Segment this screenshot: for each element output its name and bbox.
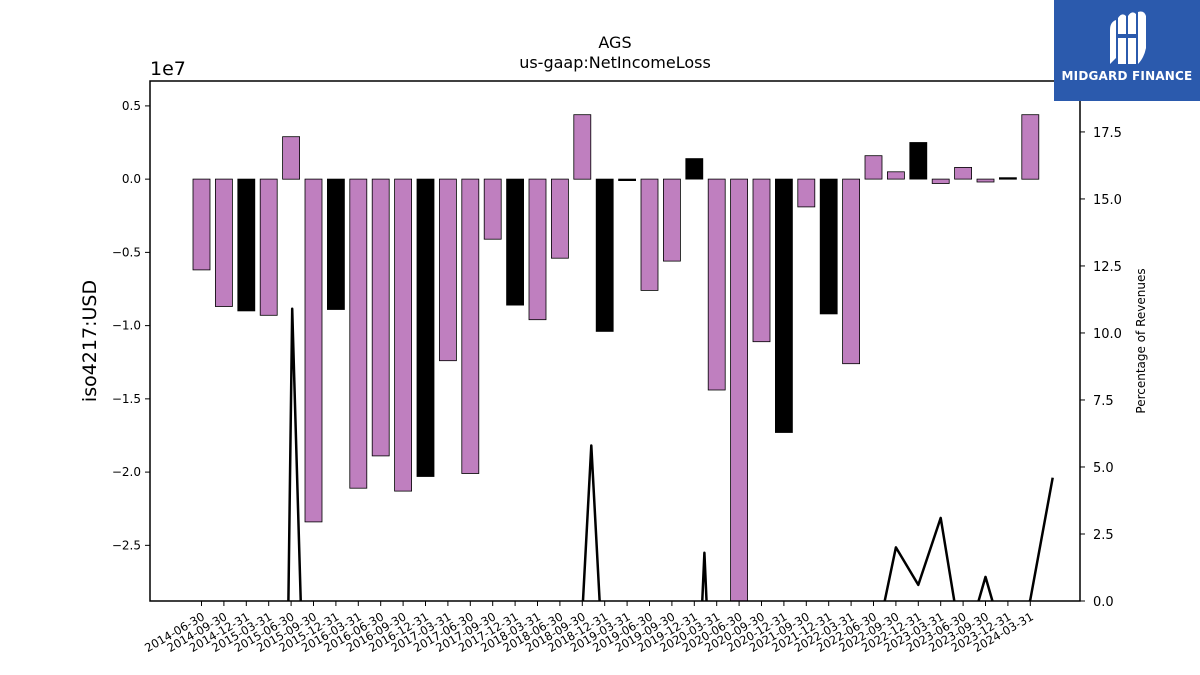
bar-2022-03-31: [842, 178, 860, 365]
bar-2015-06-30: [282, 136, 301, 180]
y2-tick-label: 0.0: [1093, 595, 1114, 610]
y-tick-label: −1.5: [112, 392, 141, 406]
y2-tick-label: 12.5: [1093, 260, 1122, 275]
bar-2015-03-31: [259, 178, 278, 316]
chart-title: AGS: [598, 33, 631, 52]
axes-group: 0.5 0.0 −0.5 −1.0 −1.5 −2.0 −2.5 17.5 15.0 12.5 10…: [112, 99, 1122, 655]
bar-2017-03-31: [438, 178, 457, 362]
y2-tick-label: 7.5: [1093, 394, 1114, 409]
bar-2016-09-30: [394, 178, 413, 492]
y2-tick-label: 2.5: [1093, 528, 1114, 543]
bar-2018-09-30: [573, 114, 592, 180]
logo-text: MIDGARD FINANCE: [1061, 69, 1193, 83]
bar-2021-12-31: [819, 178, 838, 315]
midgard-finance-logo: MIDGARD FINANCE: [1054, 0, 1200, 101]
y2-tick-label: 17.5: [1093, 126, 1122, 141]
bar-2016-03-31: [349, 178, 368, 489]
bar-2017-12-31: [506, 178, 525, 306]
bar-2019-06-30: [640, 178, 659, 291]
y-offset-text: 1e7: [150, 58, 186, 80]
y-tick-label: −2.5: [112, 538, 141, 552]
bar-2014-09-30: [214, 178, 233, 307]
bar-2016-12-31: [416, 178, 435, 477]
y2-tick-label: 5.0: [1093, 461, 1114, 476]
y2-axis-label: Percentage of Revenues: [1134, 268, 1148, 413]
chart-subtitle: us-gaap:NetIncomeLoss: [519, 53, 711, 72]
midgard-logo-icon: [1110, 11, 1146, 64]
bar-2015-09-30: [304, 178, 323, 523]
bar-2023-12-31: [999, 177, 1017, 180]
bar-2023-06-30: [954, 166, 972, 180]
y-tick-label: 0.5: [122, 99, 141, 113]
y-tick-label: −2.0: [112, 465, 141, 479]
y2-tick-label: 15.0: [1093, 193, 1122, 208]
bar-2015-12-31: [326, 178, 345, 310]
y-axis-label: iso4217:USD: [79, 280, 101, 402]
y-tick-label: −0.5: [112, 245, 141, 259]
bar-2022-09-30: [887, 171, 905, 180]
bar-2020-03-31: [707, 178, 726, 391]
bar-2014-06-30: [192, 178, 211, 271]
bar-2022-12-31: [909, 142, 928, 180]
bar-2016-06-30: [371, 178, 390, 457]
bar-2020-06-30: [730, 178, 748, 601]
bar-2021-09-30: [797, 178, 816, 208]
bar-2023-03-31: [931, 178, 950, 184]
percentage-line: [287, 307, 1054, 601]
bar-2017-09-30: [483, 178, 502, 240]
bar-group: [192, 114, 1040, 601]
y-tick-label: 0.0: [122, 172, 141, 186]
bar-2017-06-30: [461, 178, 480, 474]
plot-frame: [149, 80, 1081, 602]
bar-2014-12-31: [237, 178, 256, 312]
bar-2018-12-31: [595, 178, 614, 332]
bar-2020-12-31: [775, 178, 793, 433]
bar-2019-09-30: [663, 178, 681, 262]
bar-2019-03-31: [618, 178, 636, 182]
y-tick-label: −1.0: [112, 319, 141, 333]
bar-2024-03-31: [1021, 114, 1040, 180]
bar-2019-12-31: [685, 158, 704, 180]
bar-2020-09-30: [752, 178, 771, 343]
bar-2018-03-31: [528, 178, 547, 321]
line-group: [287, 307, 1054, 601]
bar-2022-06-30: [864, 155, 883, 180]
y2-tick-label: 10.0: [1093, 327, 1122, 342]
bar-2018-06-30: [551, 178, 569, 259]
bar-2023-09-30: [976, 178, 995, 183]
